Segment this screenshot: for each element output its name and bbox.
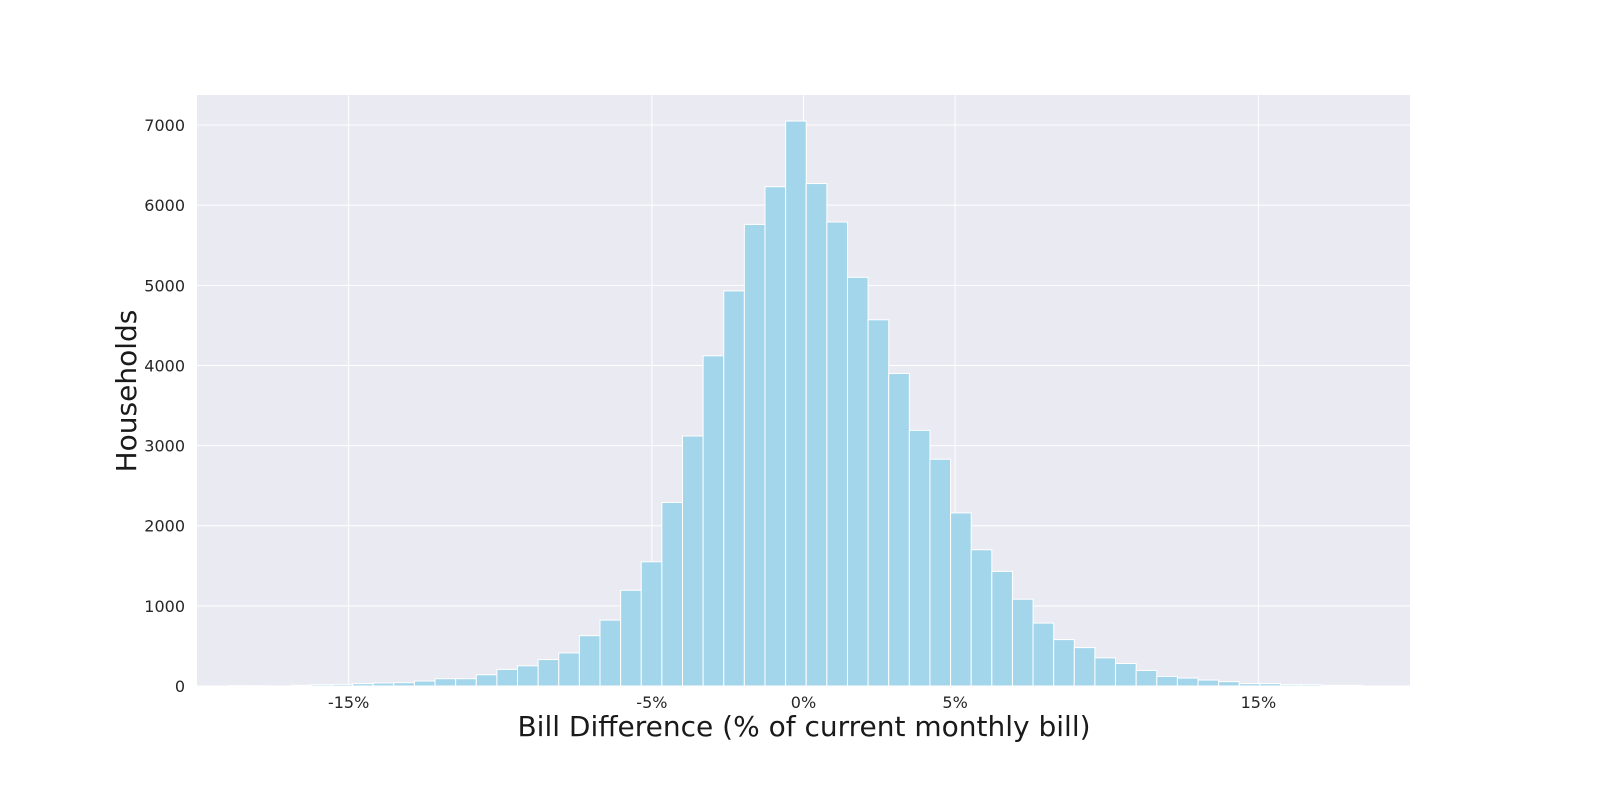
- histogram-bar: [991, 570, 1013, 687]
- y-tick-label: 0: [175, 677, 185, 696]
- histogram-bar: [661, 501, 684, 687]
- histogram-bar: [310, 684, 333, 687]
- x-tick-label: -5%: [636, 693, 667, 712]
- y-tick-label: 7000: [144, 116, 185, 135]
- histogram-bar: [1135, 669, 1158, 687]
- histogram-bar: [846, 276, 869, 687]
- histogram-bar: [372, 682, 395, 687]
- histogram-bar: [702, 355, 725, 687]
- x-tick-label: 5%: [942, 693, 967, 712]
- histogram-bar: [393, 682, 415, 687]
- y-tick-label: 6000: [144, 196, 185, 215]
- histogram-bar: [1197, 679, 1220, 687]
- x-axis-label: Bill Difference (% of current monthly bi…: [517, 710, 1090, 743]
- histogram-bar: [517, 665, 539, 687]
- histogram-bar: [723, 290, 745, 687]
- histogram-bar: [496, 668, 519, 687]
- histogram-bar: [290, 684, 312, 687]
- histogram-bar: [537, 659, 560, 687]
- histogram-bar: [805, 183, 828, 687]
- histogram-bar: [970, 549, 993, 687]
- histogram-bar: [1218, 681, 1240, 687]
- histogram-bar: [908, 429, 931, 687]
- histogram-bar: [1011, 598, 1034, 687]
- histogram-bar: [1321, 684, 1343, 687]
- histogram-bar: [1156, 675, 1178, 687]
- histogram-bar: [1341, 684, 1364, 687]
- y-tick-label: 4000: [144, 356, 185, 375]
- x-tick-label: 15%: [1241, 693, 1277, 712]
- histogram-bar: [743, 223, 766, 687]
- histogram-bar: [682, 435, 704, 687]
- histogram-bar: [578, 635, 601, 687]
- histogram-bar: [1053, 639, 1075, 687]
- histogram-bar: [1300, 684, 1323, 687]
- y-tick-labels: 0 1000 2000 3000 4000 5000 6000 7000: [144, 116, 185, 696]
- y-tick-label: 5000: [144, 276, 185, 295]
- y-axis-label: Households: [110, 310, 143, 473]
- histogram-bar: [434, 678, 457, 687]
- x-tick-label: -15%: [328, 693, 369, 712]
- histogram-bar: [620, 589, 642, 687]
- histogram-bar: [785, 120, 807, 687]
- y-tick-label: 2000: [144, 517, 185, 536]
- histogram-bar: [826, 221, 848, 687]
- histogram-bar: [1115, 662, 1137, 687]
- histogram-bar: [764, 186, 787, 687]
- histogram-bar: [640, 561, 663, 687]
- histogram-bar: [475, 674, 498, 687]
- histogram-bar: [455, 678, 477, 687]
- histogram-bar: [558, 652, 580, 687]
- histogram-bar: [331, 683, 354, 687]
- y-tick-label: 1000: [144, 597, 185, 616]
- histogram-bar: [599, 619, 622, 687]
- histogram-bar: [352, 683, 374, 687]
- y-tick-label: 3000: [144, 437, 185, 456]
- histogram-bar: [867, 319, 890, 687]
- histogram-bar: [1280, 684, 1302, 687]
- x-tick-label: 0%: [791, 693, 816, 712]
- histogram-bar: [929, 458, 952, 687]
- histogram-bar: [1094, 657, 1117, 687]
- histogram-bar: [1073, 647, 1096, 687]
- histogram-bar: [1176, 677, 1199, 687]
- histogram-bar: [1032, 622, 1055, 687]
- histogram-bar: [1238, 683, 1261, 687]
- bars: [228, 120, 1364, 687]
- histogram-bar: [413, 680, 436, 687]
- histogram-bar: [950, 512, 972, 687]
- histogram-bar: [1259, 683, 1282, 687]
- histogram-bar: [888, 372, 910, 687]
- x-tick-labels: -15% -5% 0% 5% 15%: [328, 693, 1276, 712]
